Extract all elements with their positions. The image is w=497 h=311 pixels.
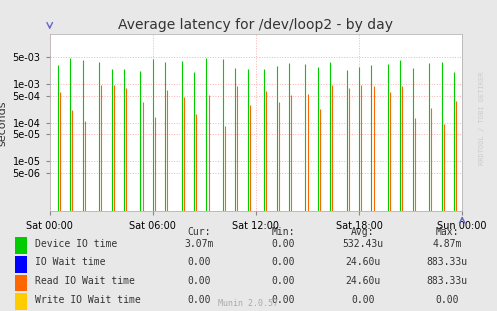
- Text: 883.33u: 883.33u: [427, 258, 468, 267]
- Text: Cur:: Cur:: [187, 227, 211, 237]
- Text: Read IO Wait time: Read IO Wait time: [35, 276, 135, 286]
- Text: Munin 2.0.57: Munin 2.0.57: [219, 299, 278, 308]
- Text: 3.07m: 3.07m: [184, 239, 214, 249]
- Text: IO Wait time: IO Wait time: [35, 258, 105, 267]
- Bar: [15, 237, 27, 254]
- Text: Write IO Wait time: Write IO Wait time: [35, 295, 141, 305]
- Text: 24.60u: 24.60u: [345, 258, 380, 267]
- Title: Average latency for /dev/loop2 - by day: Average latency for /dev/loop2 - by day: [118, 18, 394, 32]
- Text: 532.43u: 532.43u: [342, 239, 383, 249]
- Text: 24.60u: 24.60u: [345, 276, 380, 286]
- Text: Max:: Max:: [435, 227, 459, 237]
- Text: 883.33u: 883.33u: [427, 276, 468, 286]
- Text: 0.00: 0.00: [271, 258, 295, 267]
- Text: 0.00: 0.00: [187, 258, 211, 267]
- Text: 0.00: 0.00: [271, 276, 295, 286]
- Bar: [15, 275, 27, 291]
- Y-axis label: seconds: seconds: [0, 100, 7, 146]
- Bar: [15, 256, 27, 273]
- Text: RRDTOOL / TOBI OETIKER: RRDTOOL / TOBI OETIKER: [479, 72, 485, 165]
- Text: 4.87m: 4.87m: [432, 239, 462, 249]
- Text: 0.00: 0.00: [271, 239, 295, 249]
- Bar: [15, 293, 27, 310]
- Text: 0.00: 0.00: [187, 276, 211, 286]
- Text: 0.00: 0.00: [435, 295, 459, 305]
- Text: 0.00: 0.00: [187, 295, 211, 305]
- Text: Min:: Min:: [271, 227, 295, 237]
- Text: Device IO time: Device IO time: [35, 239, 117, 249]
- Text: 0.00: 0.00: [271, 295, 295, 305]
- Text: 0.00: 0.00: [351, 295, 375, 305]
- Text: Avg:: Avg:: [351, 227, 375, 237]
